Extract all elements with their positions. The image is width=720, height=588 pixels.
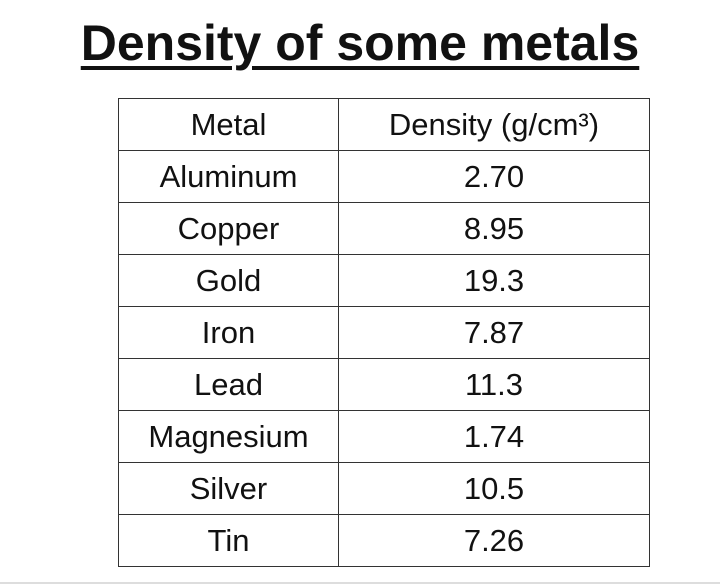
table-row: Copper 8.95 bbox=[118, 202, 650, 255]
table-row: Tin 7.26 bbox=[118, 514, 650, 567]
table-row: Gold 19.3 bbox=[118, 254, 650, 307]
header-row: Metal Density (g/cm³) bbox=[118, 98, 650, 151]
table-row: Iron 7.87 bbox=[118, 306, 650, 359]
density-cell: 11.3 bbox=[338, 358, 650, 411]
table-row: Silver 10.5 bbox=[118, 462, 650, 515]
metal-cell: Aluminum bbox=[118, 150, 339, 203]
metal-cell: Tin bbox=[118, 514, 339, 567]
density-cell: 19.3 bbox=[338, 254, 650, 307]
table-head: Metal Density (g/cm³) bbox=[118, 98, 650, 151]
density-cell: 7.26 bbox=[338, 514, 650, 567]
table-row: Lead 11.3 bbox=[118, 358, 650, 411]
metal-cell: Magnesium bbox=[118, 410, 339, 463]
density-cell: 2.70 bbox=[338, 150, 650, 203]
metal-cell: Gold bbox=[118, 254, 339, 307]
density-cell: 8.95 bbox=[338, 202, 650, 255]
metal-cell: Copper bbox=[118, 202, 339, 255]
metal-cell: Lead bbox=[118, 358, 339, 411]
table-row: Magnesium 1.74 bbox=[118, 410, 650, 463]
metal-cell: Silver bbox=[118, 462, 339, 515]
column-header: Metal bbox=[118, 98, 339, 151]
table-row: Aluminum 2.70 bbox=[118, 150, 650, 203]
title: Density of some metals bbox=[80, 15, 640, 71]
column-header: Density (g/cm³) bbox=[338, 98, 650, 151]
density-cell: 7.87 bbox=[338, 306, 650, 359]
density-table: Metal Density (g/cm³) Aluminum 2.70 Copper 8… bbox=[118, 98, 650, 567]
metal-cell: Iron bbox=[118, 306, 339, 359]
divider bbox=[0, 582, 720, 584]
density-cell: 10.5 bbox=[338, 462, 650, 515]
table-body: Aluminum 2.70 Copper 8.95 Gold 19.3 Iron 7.87 Le… bbox=[118, 150, 650, 567]
density-cell: 1.74 bbox=[338, 410, 650, 463]
